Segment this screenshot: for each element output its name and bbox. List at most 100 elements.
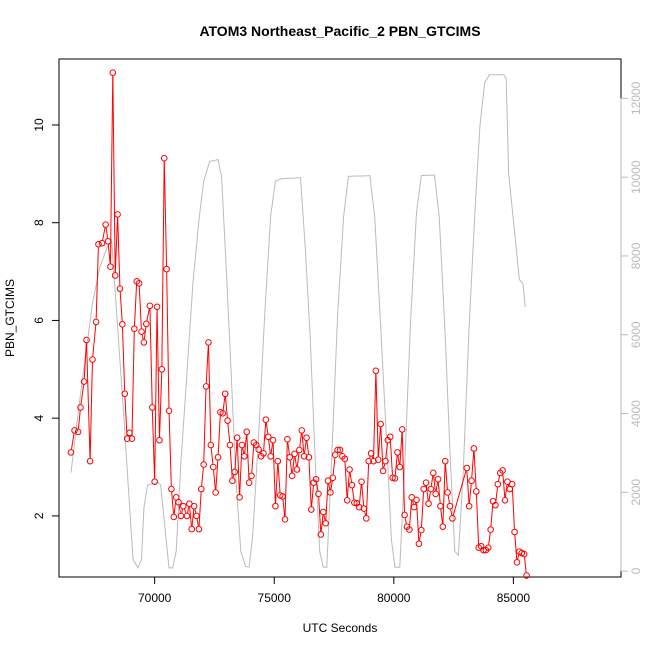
- data-point: [193, 512, 200, 520]
- data-point: [348, 481, 356, 489]
- data-point: [102, 221, 109, 228]
- series-segment: [194, 509, 197, 514]
- data-point: [77, 404, 84, 411]
- series-segment: [196, 518, 199, 527]
- series-segment: [411, 500, 414, 505]
- series-segment: [523, 557, 527, 573]
- data-point: [140, 339, 148, 346]
- series-segment: [292, 456, 295, 473]
- data-point: [269, 436, 277, 444]
- data-point: [288, 472, 296, 480]
- series-segment: [205, 345, 209, 384]
- series-segment: [217, 415, 221, 455]
- series-segment: [416, 502, 420, 541]
- series-segment: [80, 384, 85, 405]
- series-segment: [502, 473, 506, 498]
- data-point: [374, 456, 382, 464]
- series-segment: [265, 422, 269, 434]
- series-segment: [187, 506, 190, 513]
- data-point: [410, 503, 418, 511]
- data-point: [202, 383, 210, 390]
- series-segment: [203, 389, 207, 462]
- data-point: [177, 512, 185, 520]
- x-tick-label: 70000: [138, 591, 172, 605]
- data-point: [372, 367, 380, 375]
- data-point: [180, 502, 187, 510]
- data-point: [236, 494, 243, 501]
- series-segment: [282, 499, 286, 517]
- data-point: [224, 417, 231, 424]
- data-point: [300, 453, 308, 460]
- data-point: [346, 466, 353, 473]
- data-point: [238, 441, 246, 449]
- series-segment: [428, 492, 431, 501]
- data-point: [200, 461, 207, 468]
- series-segment: [369, 456, 371, 459]
- series-segment: [244, 434, 247, 454]
- data-point: [291, 450, 298, 458]
- data-point: [429, 469, 437, 477]
- data-point: [121, 390, 129, 398]
- series-segment: [287, 442, 290, 455]
- series-segment: [156, 309, 160, 438]
- series-segment: [224, 396, 228, 418]
- data-point: [131, 325, 138, 333]
- series-segment: [404, 517, 407, 524]
- data-point: [229, 477, 236, 485]
- data-point: [190, 502, 198, 510]
- data-point: [142, 320, 150, 328]
- plot-frame: [58, 58, 622, 578]
- series-segment: [166, 272, 170, 408]
- data-point: [492, 501, 499, 509]
- data-point: [322, 519, 329, 527]
- series-segment: [112, 75, 116, 273]
- data-point: [396, 463, 404, 471]
- series-segment: [138, 286, 142, 329]
- data-point: [156, 436, 163, 444]
- data-point: [255, 446, 262, 453]
- data-point: [501, 496, 509, 504]
- series-segment: [389, 439, 393, 475]
- data-point: [508, 480, 516, 488]
- data-point: [138, 328, 145, 335]
- series-segment: [232, 474, 235, 478]
- data-point: [92, 318, 100, 326]
- data-point: [260, 450, 267, 457]
- data-point: [484, 544, 492, 551]
- axes-layer: 70000 75000 80000 85000 2 4 6 8 10 0 2000 4000 6000 8…: [32, 81, 643, 605]
- data-point: [104, 237, 112, 245]
- data-point: [308, 506, 315, 513]
- data-point: [205, 339, 212, 346]
- data-point: [401, 511, 408, 519]
- series-segment: [440, 509, 443, 524]
- data-point: [170, 513, 178, 521]
- data-point: [468, 477, 475, 485]
- data-point: [183, 512, 191, 520]
- series-segment: [227, 423, 231, 443]
- data-point: [377, 420, 384, 428]
- data-point: [389, 474, 396, 482]
- data-point: [241, 453, 248, 460]
- series-segment: [490, 504, 494, 527]
- series-segment: [323, 514, 326, 521]
- data-point: [151, 478, 158, 486]
- data-point: [114, 211, 121, 218]
- series-segment: [141, 334, 144, 340]
- series-segment: [304, 440, 307, 454]
- series-segment: [270, 443, 274, 454]
- series-segment: [475, 494, 480, 545]
- series-segment: [375, 373, 379, 457]
- data-point: [463, 464, 471, 472]
- data-point: [499, 467, 506, 474]
- series-segment: [151, 410, 156, 479]
- data-point: [231, 468, 239, 476]
- x-tick-label: 75000: [258, 591, 292, 605]
- series-segment: [277, 464, 281, 493]
- series-segment: [444, 464, 448, 490]
- series-segment: [318, 496, 322, 532]
- data-point: [296, 446, 303, 454]
- series-segment: [117, 217, 121, 286]
- series-segment: [344, 461, 348, 498]
- data-point: [188, 525, 196, 533]
- series-segment: [361, 484, 365, 506]
